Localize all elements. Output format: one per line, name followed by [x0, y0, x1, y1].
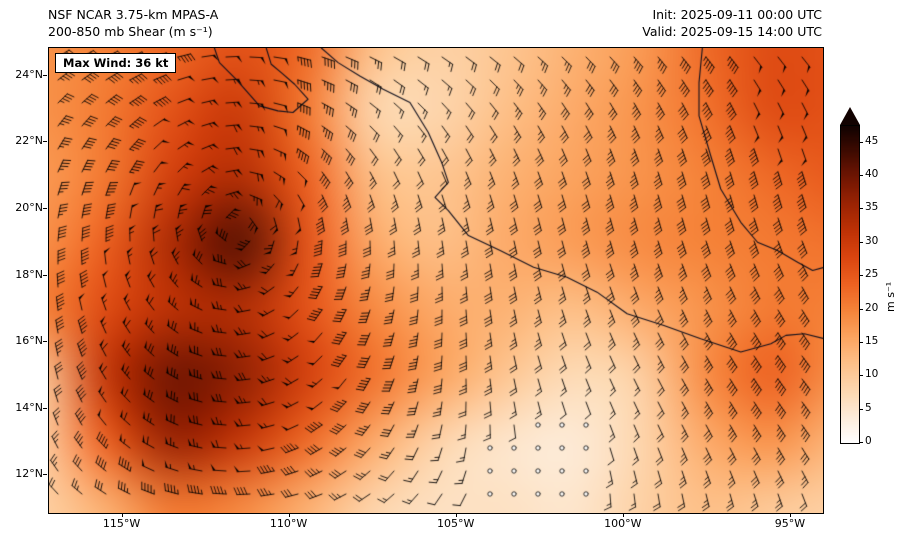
- x-tick-mark: [622, 513, 624, 517]
- y-tick-label: 16°N: [15, 334, 43, 348]
- init-valid-block: Init: 2025-09-11 00:00 UTC Valid: 2025-0…: [642, 6, 822, 40]
- y-tick-label: 24°N: [15, 67, 43, 81]
- colorbar-tick-label: 45: [865, 134, 879, 147]
- colorbar-units-label: m s⁻¹: [884, 281, 897, 312]
- y-tick-mark: [43, 141, 47, 143]
- y-tick-mark: [43, 274, 47, 276]
- x-tick-mark: [789, 513, 791, 517]
- colorbar-tick-mark: [859, 275, 863, 277]
- max-wind-badge: Max Wind: 36 kt: [55, 53, 177, 73]
- colorbar-tick-mark: [859, 341, 863, 343]
- colorbar-tick-label: 35: [865, 201, 879, 214]
- y-tick-mark: [43, 341, 47, 343]
- y-tick-label: 14°N: [15, 400, 43, 414]
- y-tick-mark: [43, 474, 47, 476]
- figure-title: NSF NCAR 3.75-km MPAS-A 200-850 mb Shear…: [48, 6, 218, 40]
- valid-time-label: Valid: 2025-09-15 14:00 UTC: [642, 24, 822, 39]
- colorbar-canvas: [841, 126, 859, 443]
- title-line-field: 200-850 mb Shear (m s⁻¹): [48, 24, 213, 39]
- shear-map-canvas: [49, 48, 823, 513]
- colorbar-tick-mark: [859, 442, 863, 443]
- colorbar-tick-label: 40: [865, 168, 879, 181]
- map-area: Max Wind: 36 kt: [48, 47, 824, 514]
- colorbar-tick-label: 5: [865, 401, 872, 414]
- colorbar-tick-mark: [859, 408, 863, 410]
- y-tick-label: 12°N: [15, 467, 43, 481]
- x-tick-label: 110°W: [269, 517, 308, 530]
- x-tick-label: 95°W: [774, 517, 806, 530]
- colorbar-tick-label: 25: [865, 268, 879, 281]
- colorbar-tick-mark: [859, 241, 863, 243]
- colorbar-tick-label: 20: [865, 301, 879, 314]
- y-tick-label: 22°N: [15, 134, 43, 148]
- colorbar-tick-label: 10: [865, 368, 879, 381]
- colorbar-extend-triangle: [840, 107, 860, 125]
- colorbar-tick-mark: [859, 141, 863, 143]
- y-tick-mark: [43, 407, 47, 409]
- colorbar-tick-mark: [859, 208, 863, 210]
- y-tick-label: 20°N: [15, 200, 43, 214]
- x-tick-mark: [121, 513, 123, 517]
- x-tick-mark: [455, 513, 457, 517]
- title-line-model: NSF NCAR 3.75-km MPAS-A: [48, 7, 219, 22]
- colorbar-tick-label: 15: [865, 334, 879, 347]
- colorbar-tick-label: 0: [865, 435, 872, 447]
- colorbar-tick-mark: [859, 308, 863, 310]
- x-tick-label: 100°W: [604, 517, 642, 530]
- y-tick-mark: [43, 74, 47, 76]
- x-tick-mark: [288, 513, 290, 517]
- y-tick-label: 18°N: [15, 267, 43, 281]
- colorbar-tick-mark: [859, 175, 863, 177]
- x-tick-label: 115°W: [102, 517, 141, 530]
- y-tick-mark: [43, 207, 47, 209]
- colorbar-tick-mark: [859, 375, 863, 377]
- colorbar: [840, 125, 860, 444]
- colorbar-tick-label: 30: [865, 234, 879, 247]
- init-time-label: Init: 2025-09-11 00:00 UTC: [652, 7, 822, 22]
- x-tick-label: 105°W: [437, 517, 475, 530]
